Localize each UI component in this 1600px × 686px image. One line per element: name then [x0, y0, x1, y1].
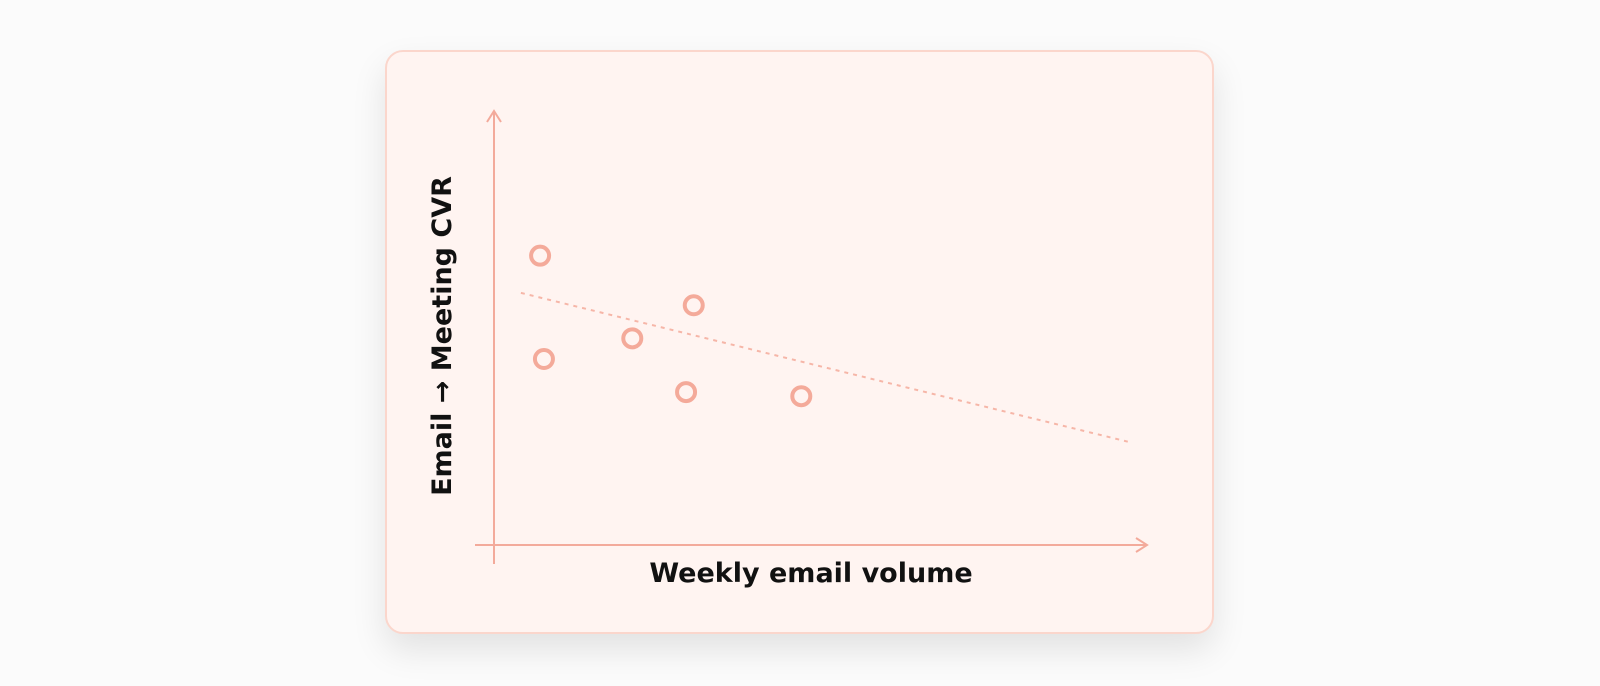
data-point: [790, 385, 813, 408]
chart-card: Weekly email volume Email → Meeting CVR: [385, 50, 1214, 634]
data-point: [532, 348, 555, 370]
data-points: [529, 244, 813, 408]
axes: [475, 109, 1149, 564]
trendline: [520, 291, 1129, 443]
scatter-chart: Weekly email volume Email → Meeting CVR: [427, 109, 1149, 589]
data-point: [529, 244, 552, 267]
y-axis-label: Email → Meeting CVR: [427, 176, 458, 496]
data-point: [621, 327, 644, 350]
x-axis-label: Weekly email volume: [649, 558, 972, 589]
x-axis-arrowhead: [1135, 537, 1149, 553]
y-axis-arrowhead: [486, 109, 502, 123]
data-point: [675, 381, 698, 404]
data-point: [682, 294, 705, 317]
